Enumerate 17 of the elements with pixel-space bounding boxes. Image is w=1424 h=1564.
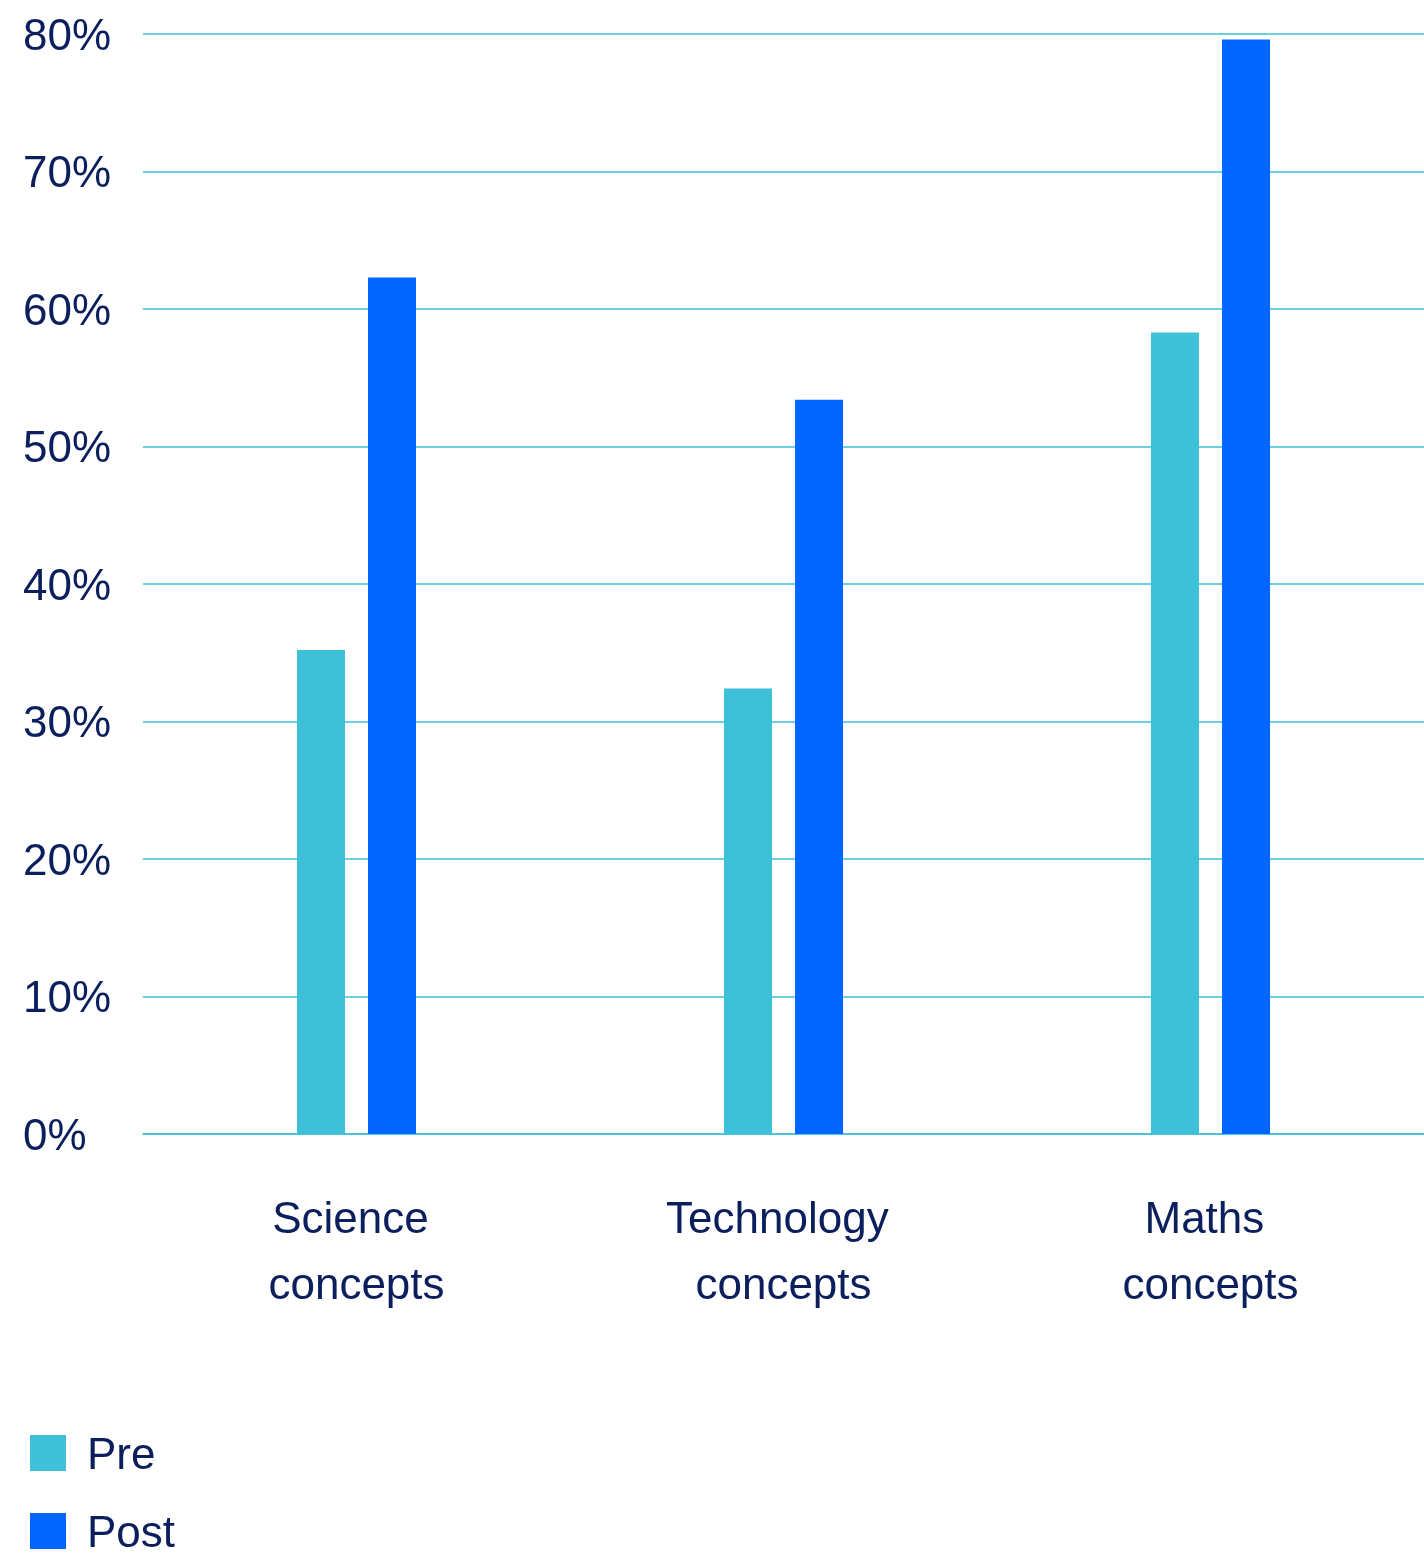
legend-label: Pre	[87, 1428, 156, 1478]
y-tick-label: 10%	[23, 972, 112, 1021]
y-tick-label: 50%	[23, 422, 112, 471]
x-tick-label: Maths concepts	[1122, 1192, 1299, 1308]
legend-label: Post	[87, 1506, 176, 1556]
x-tick-label: Technology concepts	[666, 1192, 901, 1308]
y-tick-label: 70%	[23, 147, 112, 196]
bar	[368, 277, 417, 1134]
y-tick-label: 30%	[23, 697, 112, 746]
bar	[1222, 39, 1271, 1134]
y-tick-label: 60%	[23, 284, 112, 334]
y-tick-label: 40%	[23, 559, 112, 609]
x-tick-label: Science concepts	[268, 1192, 445, 1308]
y-tick-label: 0%	[23, 1109, 87, 1159]
y-tick-label: 20%	[23, 834, 112, 884]
bar	[795, 399, 844, 1134]
y-tick-label: 80%	[23, 9, 112, 59]
